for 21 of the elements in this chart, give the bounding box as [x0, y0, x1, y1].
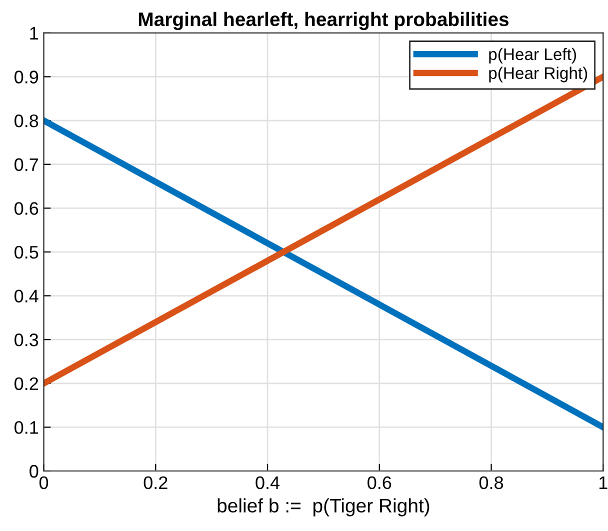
- x-axis-title: belief b := p(Tiger Right): [218, 498, 430, 516]
- y-tick-label: 0.8: [14, 114, 38, 128]
- y-tick-label: 0.1: [14, 421, 38, 434]
- x-tick-label: 0.4: [256, 476, 280, 490]
- y-tick-label: 1: [30, 27, 38, 40]
- y-tick-label: 0.4: [14, 290, 38, 302]
- y-tick-label: 0.7: [14, 158, 38, 172]
- y-tick-label: 0: [30, 464, 38, 478]
- y-tick-label: 0.6: [14, 202, 38, 215]
- y-tick-label: 0.5: [14, 246, 38, 259]
- y-tick-label: 0.3: [14, 334, 38, 346]
- y-tick-label: 0.2: [14, 377, 38, 390]
- x-tick-label: 0.2: [144, 476, 168, 490]
- x-tick-label: 0.8: [479, 476, 504, 490]
- legend-label: p(Hear Right): [489, 66, 588, 82]
- legend-label: p(Hear Left): [489, 48, 576, 64]
- chart-title: Marginal hearleft, hearright probabilities: [138, 12, 509, 30]
- x-tick-label: 1: [599, 476, 608, 489]
- y-tick-label: 0.9: [14, 70, 38, 84]
- x-tick-label: 0.6: [368, 476, 392, 490]
- x-tick-label: 0: [39, 476, 48, 490]
